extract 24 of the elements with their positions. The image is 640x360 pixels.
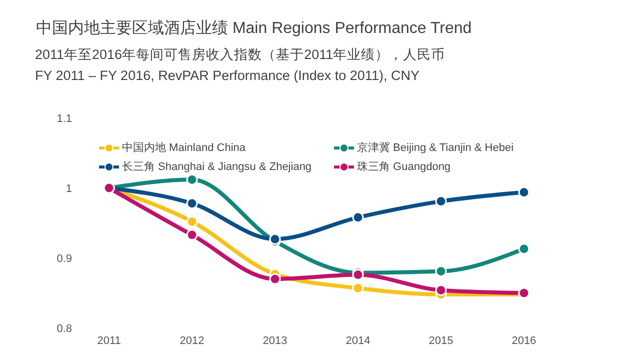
x-tick-label: 2016 [512,334,536,347]
point [352,212,364,224]
chart-subtitle: 2011年至2016年每间可售房收入指数（基于2011年业绩），人民币 FY 2011 – FY 2016, RevPAR Performance (Index to 2011), CNY [35,46,446,83]
y-tick-label: 0.9 [56,252,72,265]
point [186,229,198,241]
chart-title: 中国内地主要区域酒店业绩 Main Regions Performance Trend [36,18,472,39]
point [352,282,364,294]
y-tick-label: 1.1 [56,112,72,125]
legend-label: 长三角 Shanghai & Jiangsu & Zhejiang [122,160,312,174]
x-tick-label: 2014 [346,334,370,347]
point [186,198,198,210]
legend-label: 珠三角 Guangdong [357,160,451,174]
y-tick-label: 1 [66,182,72,195]
x-tick-label: 2015 [428,334,454,347]
point [186,216,198,228]
legend-label: 中国内地 Mainland China [122,141,246,155]
point [269,273,281,285]
legend-label: 京津冀 Beijing & Tianjin & Hebei [357,140,514,155]
point [186,174,198,186]
x-tick-label: 2012 [180,334,204,347]
x-tick-label: 2011 [97,334,121,347]
x-tick-label: 2013 [262,334,288,347]
point [518,243,530,255]
y-tick-label: 0.8 [56,322,72,335]
